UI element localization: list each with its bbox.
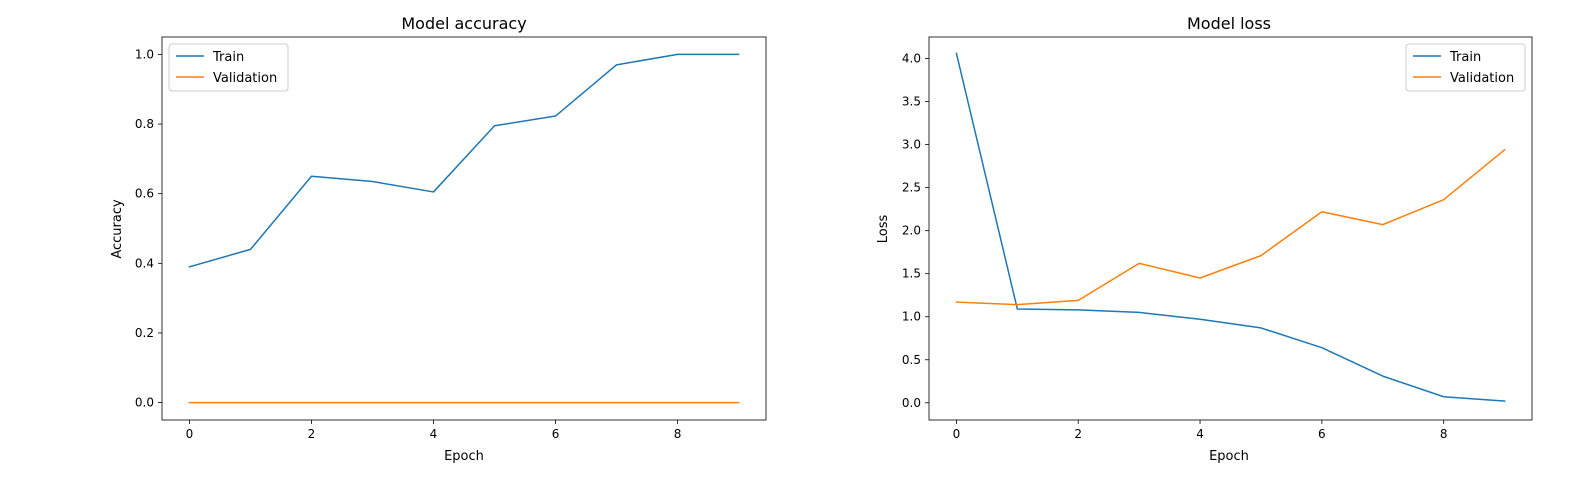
loss-y-tick-label: 2.5 bbox=[902, 181, 921, 195]
loss-series-train-line bbox=[955, 52, 1506, 402]
loss-x-tick-label: 8 bbox=[1440, 427, 1448, 441]
loss-y-tick-label: 0.0 bbox=[902, 396, 921, 410]
loss-chart: Model loss Epoch Loss 0 2 4 6 8 0.0 0.5 1.0 1.5 2… bbox=[876, 14, 1533, 464]
accuracy-x-tick-label: 6 bbox=[552, 427, 560, 441]
accuracy-y-tick-label: 0.0 bbox=[135, 396, 154, 410]
accuracy-legend-train-label: Train bbox=[212, 50, 244, 65]
accuracy-x-axis-label: Epoch bbox=[444, 449, 484, 464]
loss-x-tick-label: 6 bbox=[1318, 427, 1326, 441]
accuracy-chart-title: Model accuracy bbox=[401, 14, 526, 33]
accuracy-y-tick-label: 0.4 bbox=[135, 256, 154, 270]
accuracy-series-train-line bbox=[188, 53, 740, 268]
accuracy-y-tick-label: 0.2 bbox=[135, 326, 154, 340]
loss-legend: Train Validation bbox=[1405, 43, 1526, 92]
loss-y-tick-label: 1.0 bbox=[902, 310, 921, 324]
accuracy-x-tick-label: 2 bbox=[308, 427, 316, 441]
accuracy-chart: Model accuracy Epoch Accuracy 0 2 4 6 8 0.0 0.… bbox=[110, 14, 767, 464]
accuracy-legend: Train Validation bbox=[168, 43, 289, 92]
accuracy-axes-frame bbox=[161, 36, 767, 421]
loss-x-tick-label: 4 bbox=[1196, 427, 1204, 441]
loss-y-tick-label: 4.0 bbox=[902, 52, 921, 66]
accuracy-y-tick-label: 0.6 bbox=[135, 187, 154, 201]
accuracy-x-tick-label: 4 bbox=[430, 427, 438, 441]
accuracy-y-tick-label: 1.0 bbox=[135, 47, 154, 61]
accuracy-x-tick-label: 8 bbox=[674, 427, 682, 441]
loss-x-tick-label: 0 bbox=[953, 427, 961, 441]
loss-legend-validation-label: Validation bbox=[1450, 71, 1514, 86]
loss-y-tick-label: 0.5 bbox=[902, 353, 921, 367]
loss-axes-frame bbox=[928, 36, 1533, 421]
loss-y-tick-label: 3.0 bbox=[902, 138, 921, 152]
accuracy-y-tick-label: 0.8 bbox=[135, 117, 154, 131]
accuracy-legend-validation-label: Validation bbox=[213, 71, 277, 86]
loss-plot-marks: 0 2 4 6 8 0.0 0.5 1.0 1.5 2.0 2.5 3.0 3.5 4.0 bbox=[902, 36, 1533, 441]
loss-y-tick-label: 2.0 bbox=[902, 224, 921, 238]
loss-x-tick-label: 2 bbox=[1074, 427, 1082, 441]
loss-y-tick-label: 3.5 bbox=[902, 95, 921, 109]
accuracy-plot-marks: 0 2 4 6 8 0.0 0.2 0.4 0.6 0.8 1.0 bbox=[135, 36, 767, 441]
loss-legend-train-label: Train bbox=[1449, 50, 1481, 65]
loss-y-axis-label: Loss bbox=[876, 215, 891, 244]
accuracy-x-tick-label: 0 bbox=[186, 427, 194, 441]
loss-x-axis-label: Epoch bbox=[1209, 449, 1249, 464]
loss-series-validation-line bbox=[955, 148, 1506, 306]
accuracy-y-axis-label: Accuracy bbox=[110, 199, 125, 259]
loss-y-tick-label: 1.5 bbox=[902, 267, 921, 281]
loss-chart-title: Model loss bbox=[1187, 14, 1271, 33]
